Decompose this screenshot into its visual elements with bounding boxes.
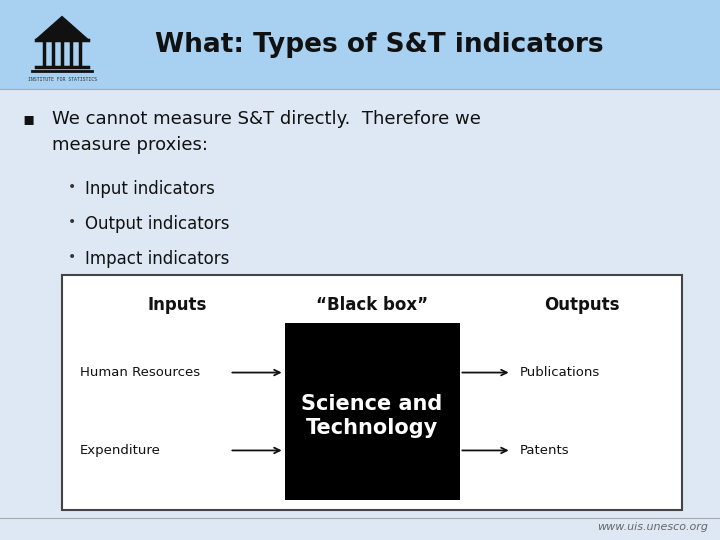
Text: What: Types of S&T indicators: What: Types of S&T indicators [155,31,603,58]
Text: Expenditure: Expenditure [80,444,161,457]
Text: Inputs: Inputs [148,296,207,314]
Text: •: • [68,250,76,264]
Text: “Black box”: “Black box” [316,296,428,314]
Text: Output indicators: Output indicators [85,215,230,233]
Text: ▪: ▪ [22,110,35,128]
Bar [0,0,720,89]
Text: Impact indicators: Impact indicators [85,250,230,268]
Text: We cannot measure S&T directly.  Therefore we: We cannot measure S&T directly. Therefor… [52,110,481,128]
Text: Science and: Science and [302,394,443,414]
Bar [284,323,459,500]
Text: Input indicators: Input indicators [85,180,215,198]
Text: www.uis.unesco.org: www.uis.unesco.org [597,522,708,532]
Text: Outputs: Outputs [544,296,620,314]
Text: •: • [68,180,76,194]
Text: measure proxies:: measure proxies: [52,136,208,154]
Text: Patents: Patents [520,444,569,457]
Polygon shape [36,17,88,39]
Text: •: • [68,215,76,229]
Text: Human Resources: Human Resources [80,366,200,379]
Bar [62,275,682,510]
Text: Publications: Publications [520,366,600,379]
Text: INSTITUTE FOR STATISTICS: INSTITUTE FOR STATISTICS [27,77,96,82]
Text: Technology: Technology [306,417,438,437]
